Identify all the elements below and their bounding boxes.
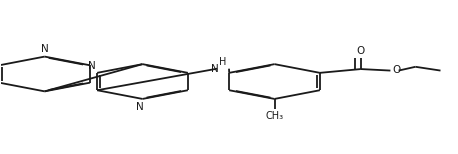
Text: N: N: [211, 64, 218, 74]
Text: H: H: [219, 57, 227, 67]
Text: N: N: [41, 44, 49, 54]
Text: CH₃: CH₃: [266, 111, 284, 121]
Text: N: N: [136, 102, 144, 112]
Text: O: O: [357, 46, 365, 56]
Text: O: O: [393, 65, 401, 75]
Text: N: N: [88, 61, 96, 71]
